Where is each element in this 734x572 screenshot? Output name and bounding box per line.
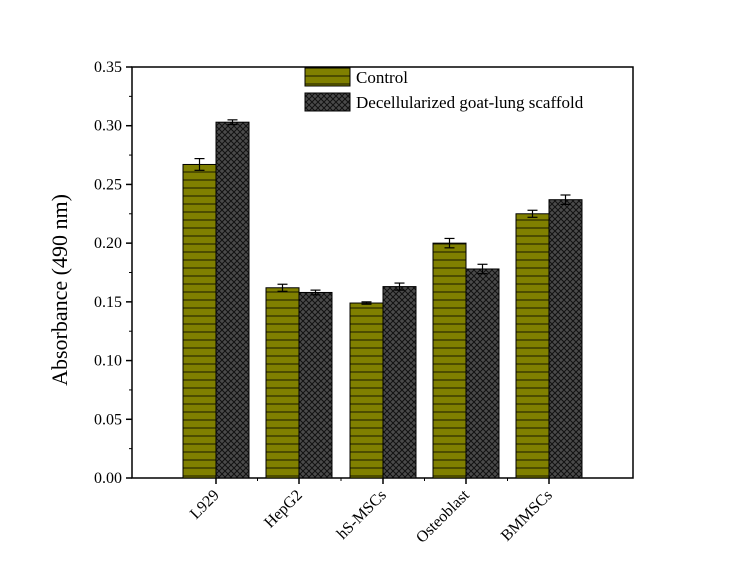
y-tick-label: 0.35: [94, 59, 122, 76]
y-axis: 0.00 0.05 0.10 0.15 0.20 0.25 0.30 0.35: [94, 59, 132, 487]
bar-control: [182, 163, 217, 479]
bar-scaffold: [382, 286, 417, 479]
bar-control: [515, 213, 550, 479]
x-tick-label: BMMSCs: [498, 487, 556, 545]
legend-label-control: Control: [356, 68, 408, 87]
bar-control: [349, 302, 384, 479]
y-tick-label: 0.05: [94, 411, 122, 428]
error-bars-group: [194, 119, 571, 305]
x-axis: L929 HepG2 hS-MSCs Osteoblast BMMSCs: [187, 478, 556, 547]
y-tick-label: 0.10: [94, 353, 122, 370]
y-tick-label: 0.15: [94, 294, 122, 311]
bar-scaffold: [215, 121, 250, 479]
legend-swatch-scaffold: [304, 92, 351, 112]
y-axis-title: Absorbance (490 nm): [47, 194, 72, 386]
bar-control: [432, 242, 467, 479]
bar-scaffold: [548, 199, 583, 479]
x-tick-label: Osteoblast: [413, 486, 473, 546]
x-tick-label: hS-MSCs: [334, 487, 390, 543]
legend-label-scaffold: Decellularized goat-lung scaffold: [356, 93, 584, 112]
bar-control: [265, 287, 300, 479]
y-tick-label: 0.00: [94, 470, 122, 487]
bar-scaffold: [465, 268, 500, 479]
x-tick-label: L929: [187, 487, 223, 523]
legend-swatch-control: [304, 67, 351, 87]
y-tick-label: 0.20: [94, 235, 122, 252]
y-tick-label: 0.25: [94, 176, 122, 193]
bar-scaffold: [298, 291, 333, 479]
legend: Control Decellularized goat-lung scaffol…: [304, 67, 584, 112]
y-tick-label: 0.30: [94, 118, 122, 135]
x-tick-label: HepG2: [261, 487, 306, 532]
bars-group: [182, 121, 583, 479]
